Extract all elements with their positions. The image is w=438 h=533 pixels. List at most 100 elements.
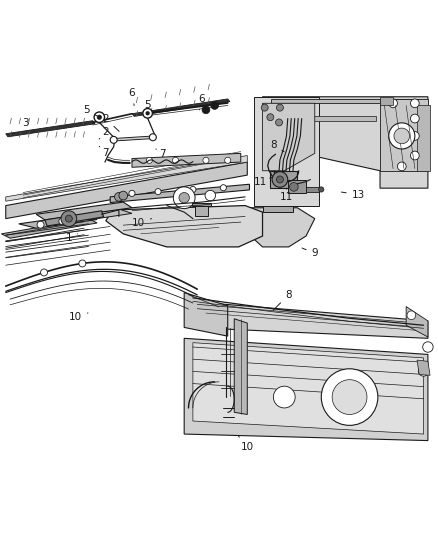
Circle shape [110, 136, 117, 143]
Circle shape [179, 192, 189, 203]
Text: 8: 8 [270, 140, 284, 152]
Text: 2: 2 [99, 126, 109, 139]
Circle shape [41, 269, 47, 276]
Text: 6: 6 [198, 94, 205, 110]
Text: 11: 11 [254, 176, 272, 187]
Circle shape [394, 128, 410, 144]
Circle shape [65, 215, 72, 222]
Text: 7: 7 [99, 147, 109, 158]
Circle shape [173, 157, 179, 163]
Polygon shape [271, 99, 419, 103]
Polygon shape [193, 343, 424, 434]
Polygon shape [36, 202, 132, 220]
Polygon shape [262, 206, 293, 212]
Text: 11: 11 [280, 188, 293, 202]
Circle shape [273, 386, 295, 408]
Polygon shape [184, 338, 428, 441]
Circle shape [146, 157, 152, 163]
Text: 10: 10 [69, 312, 88, 321]
Text: 5: 5 [83, 105, 97, 116]
Polygon shape [75, 209, 132, 220]
Circle shape [267, 114, 274, 120]
Circle shape [410, 114, 419, 123]
Polygon shape [6, 156, 247, 201]
Polygon shape [270, 171, 297, 188]
Circle shape [149, 134, 156, 141]
Circle shape [61, 211, 77, 227]
Polygon shape [288, 180, 306, 193]
Circle shape [410, 151, 419, 160]
Text: 5: 5 [144, 100, 151, 114]
Circle shape [79, 260, 86, 267]
Polygon shape [110, 184, 250, 203]
Polygon shape [417, 106, 430, 171]
Polygon shape [132, 99, 230, 116]
Polygon shape [188, 301, 428, 338]
Circle shape [410, 132, 419, 140]
Circle shape [119, 191, 127, 200]
Text: 2: 2 [102, 114, 119, 132]
Polygon shape [380, 97, 393, 106]
Circle shape [272, 172, 288, 187]
Circle shape [319, 187, 324, 192]
Polygon shape [262, 97, 428, 188]
Circle shape [410, 99, 419, 108]
Circle shape [173, 187, 195, 208]
Circle shape [276, 104, 283, 111]
Circle shape [203, 157, 209, 163]
Polygon shape [19, 215, 97, 228]
Polygon shape [262, 103, 315, 171]
Circle shape [389, 99, 397, 108]
Circle shape [115, 192, 123, 201]
Circle shape [407, 311, 416, 320]
Polygon shape [237, 208, 315, 247]
Text: 3: 3 [22, 118, 34, 132]
Text: 1: 1 [66, 233, 78, 243]
Circle shape [225, 157, 231, 163]
Polygon shape [380, 99, 428, 171]
Circle shape [418, 366, 429, 376]
Circle shape [220, 184, 226, 191]
Circle shape [37, 221, 44, 228]
Circle shape [276, 176, 283, 183]
Circle shape [290, 182, 298, 191]
Polygon shape [6, 120, 95, 137]
Circle shape [59, 218, 66, 225]
Circle shape [211, 102, 219, 109]
Polygon shape [306, 187, 319, 192]
Text: 9: 9 [302, 248, 318, 259]
Polygon shape [195, 205, 208, 216]
Polygon shape [406, 306, 428, 337]
Polygon shape [45, 211, 104, 226]
Circle shape [321, 369, 378, 425]
Polygon shape [1, 219, 97, 238]
Text: 7: 7 [156, 149, 166, 159]
Polygon shape [271, 116, 376, 120]
Circle shape [261, 104, 268, 111]
Circle shape [332, 379, 367, 415]
Circle shape [143, 109, 152, 118]
Circle shape [129, 190, 135, 197]
Polygon shape [184, 293, 228, 336]
Polygon shape [417, 360, 430, 375]
Circle shape [146, 111, 149, 115]
Circle shape [397, 162, 406, 171]
Text: 6: 6 [129, 88, 135, 106]
Polygon shape [234, 319, 247, 415]
Text: 8: 8 [273, 290, 292, 310]
Circle shape [97, 115, 102, 119]
Polygon shape [6, 162, 247, 219]
Text: 10: 10 [239, 436, 254, 452]
Text: 13: 13 [342, 190, 365, 200]
Polygon shape [132, 154, 241, 167]
Polygon shape [192, 204, 211, 206]
Circle shape [94, 112, 105, 123]
Text: 10: 10 [132, 218, 152, 228]
Polygon shape [254, 97, 319, 206]
Circle shape [190, 187, 196, 192]
Circle shape [155, 189, 161, 195]
Circle shape [276, 119, 283, 126]
Circle shape [202, 106, 210, 114]
Circle shape [423, 342, 433, 352]
Circle shape [389, 123, 415, 149]
